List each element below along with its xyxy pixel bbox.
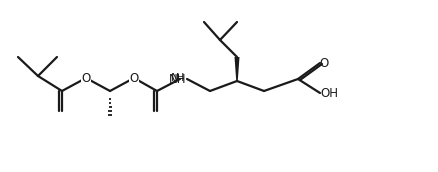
Text: O: O <box>81 72 91 84</box>
Text: O: O <box>129 72 138 84</box>
Text: NH: NH <box>169 73 187 85</box>
Text: O: O <box>319 56 328 69</box>
Text: OH: OH <box>320 87 338 99</box>
Polygon shape <box>234 57 240 81</box>
Text: N: N <box>171 73 179 83</box>
Text: H: H <box>176 73 184 83</box>
